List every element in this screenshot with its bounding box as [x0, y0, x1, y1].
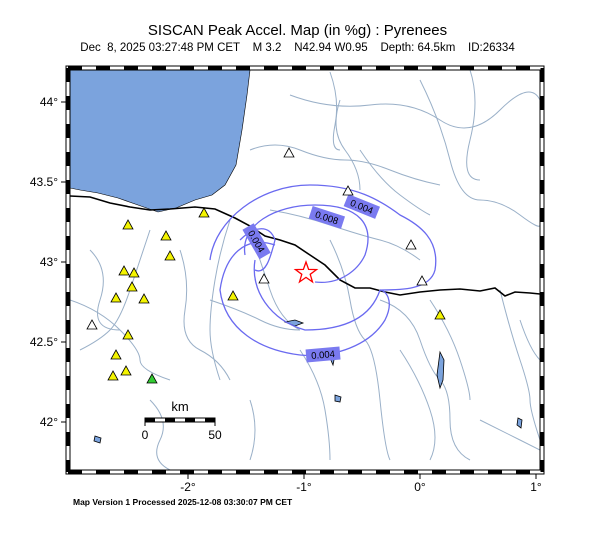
station-marker[interactable]: [198, 207, 210, 218]
svg-text:0.004: 0.004: [311, 349, 336, 362]
station-marker[interactable]: [107, 370, 119, 381]
lat-tick-label: 44°: [40, 95, 58, 109]
stations: [86, 147, 446, 384]
station-marker[interactable]: [128, 267, 140, 278]
station-marker[interactable]: [405, 239, 417, 250]
station-marker[interactable]: [138, 293, 150, 304]
station-marker[interactable]: [110, 349, 122, 360]
scale-unit: km: [171, 399, 188, 414]
station-marker[interactable]: [118, 265, 130, 276]
station-marker[interactable]: [227, 290, 239, 301]
national-border: [70, 195, 540, 297]
lon-tick-label: -2°: [180, 480, 196, 494]
lon-tick-label: 0°: [414, 480, 426, 494]
map-title: SISCAN Peak Accel. Map (in %g) : Pyrenee…: [147, 22, 448, 39]
station-marker[interactable]: [120, 365, 132, 376]
epicenter-star[interactable]: [293, 260, 319, 284]
map-version-footer: Map Version 1 Processed 2025-12-08 03:30…: [73, 497, 293, 507]
station-marker[interactable]: [164, 250, 176, 261]
lat-tick-label: 42.5°: [30, 335, 58, 349]
station-marker[interactable]: [160, 230, 172, 241]
station-marker[interactable]: [283, 147, 295, 158]
map-frame: [65, 65, 545, 475]
lon-tick-label: 1°: [530, 480, 542, 494]
station-marker[interactable]: [110, 292, 122, 303]
station-marker[interactable]: [126, 281, 138, 292]
lat-tick-label: 42°: [40, 415, 58, 429]
station-marker[interactable]: [122, 219, 134, 230]
station-marker[interactable]: [86, 319, 98, 330]
event-info: Dec 8, 2025 03:27:48 PM CET M 3.2 N42.94…: [80, 42, 515, 54]
station-marker[interactable]: [434, 309, 446, 320]
axis-ticks: [61, 101, 537, 479]
scale-start-label: 0: [142, 428, 149, 442]
scale-end-label: 50: [208, 428, 222, 442]
scale-bar: km 0 50: [142, 399, 222, 442]
station-marker[interactable]: [258, 273, 270, 284]
station-marker[interactable]: [416, 275, 428, 286]
lat-tick-label: 43°: [40, 255, 58, 269]
contour-label-4: 0.004: [305, 346, 341, 363]
station-marker[interactable]: [146, 373, 158, 384]
station-marker[interactable]: [342, 185, 354, 196]
station-marker[interactable]: [122, 329, 134, 340]
sea-area: [70, 70, 251, 213]
river-network: [70, 70, 540, 470]
lat-tick-label: 43.5°: [30, 175, 58, 189]
lon-tick-label: -1°: [296, 480, 312, 494]
